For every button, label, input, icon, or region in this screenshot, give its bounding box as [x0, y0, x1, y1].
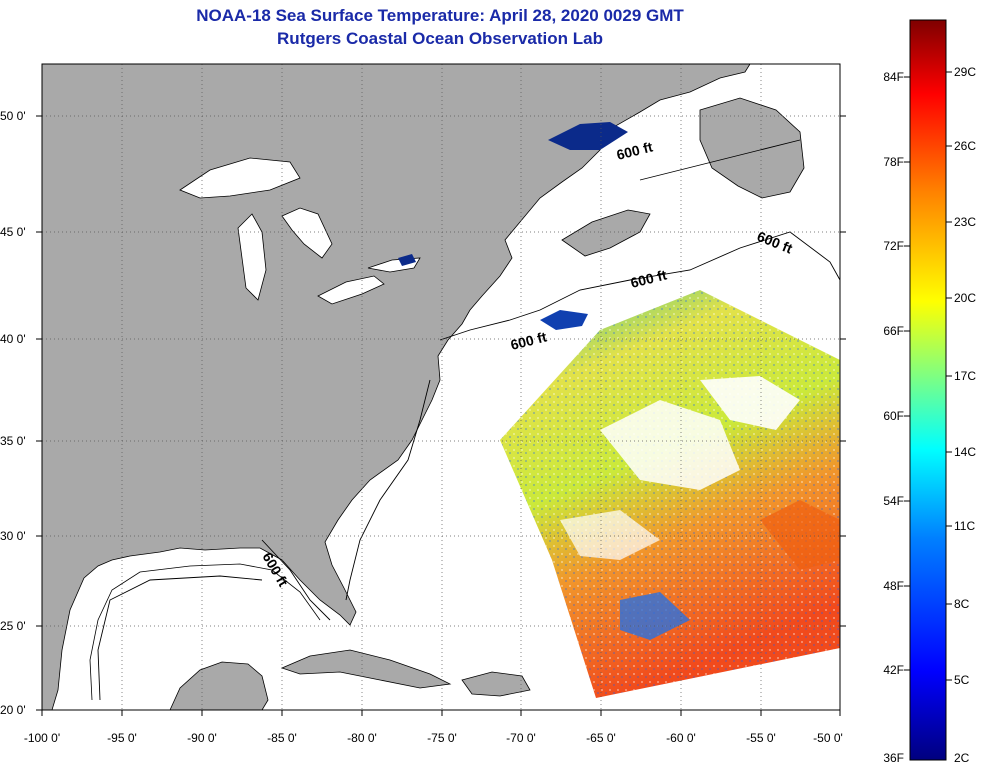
colorbar-c-label: 17C [954, 369, 976, 383]
colorbar-c-label: 29C [954, 65, 976, 79]
map-frame [41, 63, 841, 711]
colorbar-c-label: 26C [954, 139, 976, 153]
lon-label: -100 0' [24, 731, 60, 745]
lon-label: -65 0' [586, 731, 616, 745]
land-hispaniola [461, 671, 531, 697]
graticule [42, 64, 840, 710]
colorbar-c-label: 5C [954, 673, 970, 687]
colorbar-f-label: 78F [883, 155, 904, 169]
sst-patches-north [398, 122, 628, 330]
colorbar-f-label: 36F [883, 751, 904, 765]
map-subtitle: Rutgers Coastal Ocean Observation Lab [277, 29, 603, 48]
lon-label: -70 0' [506, 731, 536, 745]
lat-label: 50 0' [0, 109, 26, 123]
lat-label: 30 0' [0, 529, 26, 543]
lon-label: -60 0' [666, 731, 696, 745]
land-yucatan [169, 661, 269, 711]
depth-contours [97, 139, 841, 701]
lon-label: -90 0' [187, 731, 217, 745]
lon-label: -95 0' [107, 731, 137, 745]
land-cuba [280, 649, 452, 689]
colorbar-f-label: 66F [883, 324, 904, 338]
longitude-labels: -100 0' -95 0' -90 0' -85 0' -80 0' -75 … [24, 731, 843, 745]
sst-swath [500, 290, 840, 698]
great-lakes [179, 157, 421, 305]
map-title: NOAA-18 Sea Surface Temperature: April 2… [196, 6, 684, 25]
colorbar-c-label: 14C [954, 445, 976, 459]
colorbar-f-label: 42F [883, 663, 904, 677]
colorbar-c-label: 23C [954, 215, 976, 229]
lon-label: -85 0' [267, 731, 297, 745]
land-north-america [41, 63, 751, 711]
lat-label: 35 0' [0, 434, 26, 448]
lat-label: 20 0' [0, 703, 26, 717]
colorbar-f-label: 54F [883, 494, 904, 508]
lon-label: -75 0' [427, 731, 457, 745]
axis-ticks [36, 115, 846, 716]
colorbar-f-label: 48F [883, 579, 904, 593]
colorbar-f-label: 72F [883, 239, 904, 253]
colorbar-c-label: 11C [954, 519, 975, 533]
colorbar: 84F 78F 72F 66F 60F 54F 48F 42F 36F 29C … [883, 19, 976, 765]
lat-label: 45 0' [0, 225, 26, 239]
colorbar-gradient [909, 19, 947, 761]
colorbar-c-label: 8C [954, 597, 970, 611]
lon-label: -80 0' [347, 731, 377, 745]
coastline-gulf [89, 563, 321, 701]
lat-label: 25 0' [0, 619, 26, 633]
land-newfoundland [699, 97, 805, 199]
lon-label: -55 0' [746, 731, 776, 745]
colorbar-c-label: 2C [954, 751, 970, 765]
colorbar-f-label: 60F [883, 409, 904, 423]
land-nova-scotia [561, 209, 651, 257]
lon-label: -50 0' [813, 731, 843, 745]
latitude-labels: 50 0' 45 0' 40 0' 35 0' 30 0' 25 0' 20 0… [0, 109, 26, 717]
colorbar-c-label: 20C [954, 291, 976, 305]
lat-label: 40 0' [0, 332, 26, 346]
colorbar-f-label: 84F [883, 70, 904, 84]
